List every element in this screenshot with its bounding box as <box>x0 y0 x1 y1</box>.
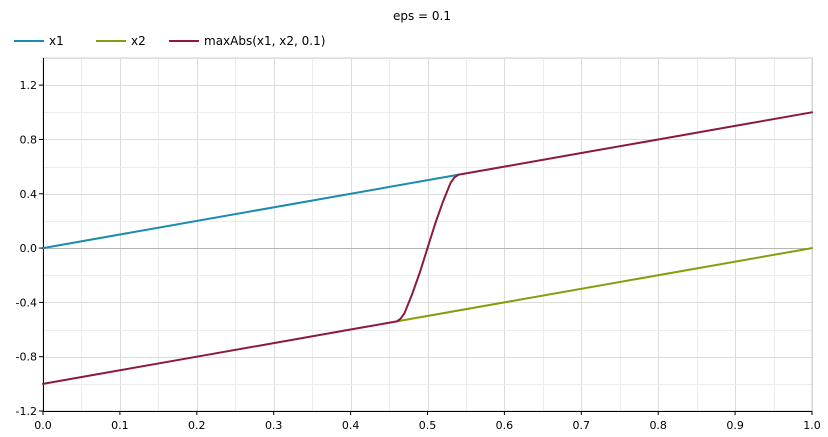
legend-label: x2 <box>131 34 146 48</box>
series-group <box>42 111 813 385</box>
x-tick-label: 0.6 <box>496 419 514 432</box>
y-tick-label: -1.2 <box>16 405 37 418</box>
y-tick-label: -0.8 <box>16 351 37 364</box>
y-tick-label: 0.8 <box>20 133 38 146</box>
series-line-0 <box>42 173 460 250</box>
y-tick-label: -0.4 <box>16 296 37 309</box>
x-tick-label: 0.0 <box>34 419 52 432</box>
y-tick-label: 0.4 <box>20 188 38 201</box>
x-tick-label: 0.4 <box>342 419 360 432</box>
x-tick-label: 1.0 <box>803 419 821 432</box>
ticks: 0.0 0.1 0.2 0.3 0.4 0.5 0.6 0.7 0.8 0.9 1.0 1.2 0.8 0… <box>16 79 821 432</box>
series-line-1 <box>395 247 813 323</box>
x-tick-label: 0.1 <box>111 419 129 432</box>
x-tick-label: 0.8 <box>649 419 667 432</box>
legend-label: x1 <box>49 34 64 48</box>
chart-title: eps = 0.1 <box>393 9 451 23</box>
x-tick-label: 0.5 <box>419 419 437 432</box>
x-tick-label: 0.7 <box>573 419 591 432</box>
y-tick-label: 0.0 <box>20 242 38 255</box>
x-tick-label: 0.9 <box>726 419 744 432</box>
x-tick-label: 0.2 <box>188 419 206 432</box>
y-tick-label: 1.2 <box>20 79 38 92</box>
series-line-2 <box>42 111 813 385</box>
grid <box>43 58 813 412</box>
x-tick-label: 0.3 <box>265 419 283 432</box>
legend: x1 x2 maxAbs(x1, x2, 0.1) <box>14 34 325 48</box>
legend-label: maxAbs(x1, x2, 0.1) <box>204 34 325 48</box>
